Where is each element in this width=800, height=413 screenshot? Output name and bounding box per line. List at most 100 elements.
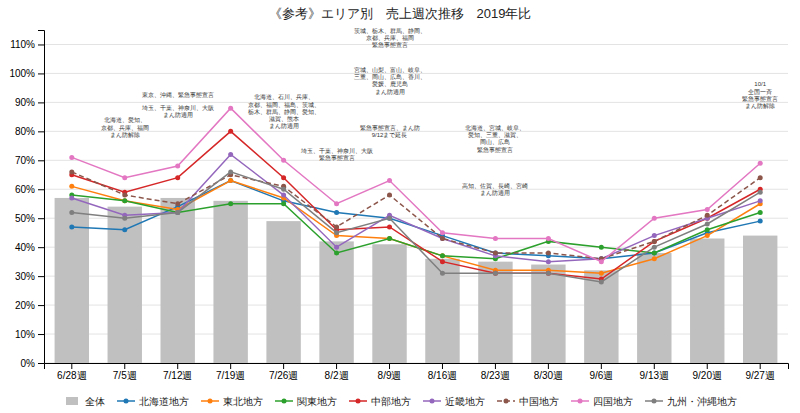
annotation-line: 埼玉、千葉、神奈川、大阪 — [300, 147, 373, 154]
x-tick-mark — [71, 363, 72, 369]
marker — [122, 198, 127, 203]
annotation-line: 緊急事態宣言 — [372, 41, 408, 48]
marker — [69, 195, 74, 200]
marker — [440, 253, 445, 258]
legend-marker — [430, 399, 435, 404]
marker — [122, 198, 127, 203]
legend-marker — [124, 399, 129, 404]
x-tick-mark — [283, 363, 284, 369]
y-tick-label: 50% — [15, 213, 35, 224]
x-tick: 7/26週 — [269, 363, 298, 381]
x-tick: 7/19週 — [216, 363, 245, 381]
marker — [281, 158, 286, 163]
annotation: 北海道、愛知、京都、兵庫、福岡まん防解除 — [101, 117, 149, 138]
marker — [69, 169, 74, 174]
legend-marker — [282, 399, 287, 404]
legend-item: 中部地方 — [349, 396, 411, 407]
x-tick-label: 8/16週 — [428, 370, 457, 381]
bar — [584, 270, 618, 363]
marker — [175, 175, 180, 180]
bar — [319, 241, 353, 363]
x-tick: 8/23週 — [481, 363, 510, 381]
legend-label: 北海道地方 — [139, 396, 189, 407]
title: 《参考》エリア別 売上週次推移 2019年比 — [269, 6, 532, 21]
x-tick: 8/16週 — [428, 363, 457, 381]
annotation-line: 緊急事態宣言 — [477, 146, 513, 153]
plot-marks — [55, 106, 778, 363]
y-tick: 70% — [15, 155, 44, 166]
marker — [228, 106, 233, 111]
legend-item: 四国地方 — [571, 396, 633, 407]
annotation: 北海道、石川、兵庫、京都、福岡、福島、茨城、栃木、群馬、静岡、愛知、滋賀、熊本ま… — [248, 93, 320, 129]
marker — [334, 230, 339, 235]
marker — [599, 271, 604, 276]
marker — [228, 169, 233, 174]
legend-item: 東北地方 — [201, 396, 263, 407]
annotation: 埼玉、千葉、神奈川、大阪まん防適用 — [141, 104, 214, 118]
y-tick-label: 20% — [15, 300, 35, 311]
x-tick-mark — [336, 363, 337, 369]
y-tick-mark — [38, 247, 44, 248]
x-tick-label: 7/26週 — [269, 370, 298, 381]
grid-line — [44, 131, 788, 132]
marker — [175, 164, 180, 169]
x-tick-label: 9/6週 — [589, 370, 613, 381]
annotation-line: 北海道、石川、兵庫、 — [254, 93, 314, 100]
marker — [387, 224, 392, 229]
marker — [387, 193, 392, 198]
line-series — [69, 152, 762, 264]
annotations: 北海道、愛知、京都、兵庫、福岡まん防解除東京、沖縄、緊急事態宣言埼玉、千葉、神奈… — [101, 28, 778, 196]
annotation-line: 栃木、群馬、静岡、愛知、 — [248, 109, 320, 115]
x-tick-mark — [124, 363, 125, 369]
marker — [705, 233, 710, 238]
marker — [440, 236, 445, 241]
marker — [705, 227, 710, 232]
legend-marker — [208, 399, 213, 404]
y-tick-mark — [38, 363, 44, 364]
annotation: 茨城、栃木、群馬、静岡、京都、兵庫、福岡緊急事態宣言 — [354, 28, 426, 49]
annotation-line: 茨城、栃木、群馬、静岡、 — [354, 28, 426, 34]
grid-line — [44, 305, 788, 306]
legend-item: 関東地方 — [275, 396, 337, 407]
bar — [372, 244, 406, 363]
x-tick: 9/13週 — [640, 363, 669, 381]
marker — [387, 216, 392, 221]
annotation: 宮城、山梨、富山、岐阜、三重、岡山、広島、香川、愛媛、鹿児島まん防適用 — [354, 66, 426, 95]
grid-line — [44, 160, 788, 161]
marker — [758, 198, 763, 203]
marker — [122, 216, 127, 221]
bar — [55, 198, 89, 363]
marker — [334, 245, 339, 250]
marker — [652, 239, 657, 244]
x-tick-mark — [495, 363, 496, 369]
legend-label: 中国地方 — [519, 396, 559, 407]
legend-item: 北海道地方 — [117, 396, 189, 407]
marker — [334, 201, 339, 206]
y-tick-mark — [38, 44, 44, 45]
y-tick-label: 110% — [10, 39, 35, 50]
legend: 全体北海道地方東北地方関東地方中部地方近畿地方中国地方四国地方九州・沖縄地方 — [66, 396, 737, 407]
marker — [387, 236, 392, 241]
marker — [652, 216, 657, 221]
legend-label: 中部地方 — [371, 396, 411, 407]
legend-marker — [356, 399, 361, 404]
marker — [387, 178, 392, 183]
marker — [440, 236, 445, 241]
annotation: 埼玉、千葉、神奈川、大阪緊急事態宣言 — [300, 147, 373, 161]
marker — [69, 155, 74, 160]
y-tick-label: 70% — [15, 155, 35, 166]
marker — [175, 201, 180, 206]
annotation-line: 京都、兵庫、福岡 — [101, 124, 149, 131]
legend-marker — [578, 399, 583, 404]
marker — [281, 187, 286, 192]
y-tick: 20% — [15, 300, 44, 311]
bar — [478, 262, 512, 363]
y-tick: 50% — [15, 213, 44, 224]
line — [72, 108, 760, 261]
annotation-line: 緊急事態宣言、まん防 — [360, 124, 420, 131]
grid — [44, 44, 788, 363]
y-tick-mark — [38, 334, 44, 335]
x-tick-mark — [654, 363, 655, 369]
y-tick-label: 30% — [15, 271, 35, 282]
marker — [334, 224, 339, 229]
